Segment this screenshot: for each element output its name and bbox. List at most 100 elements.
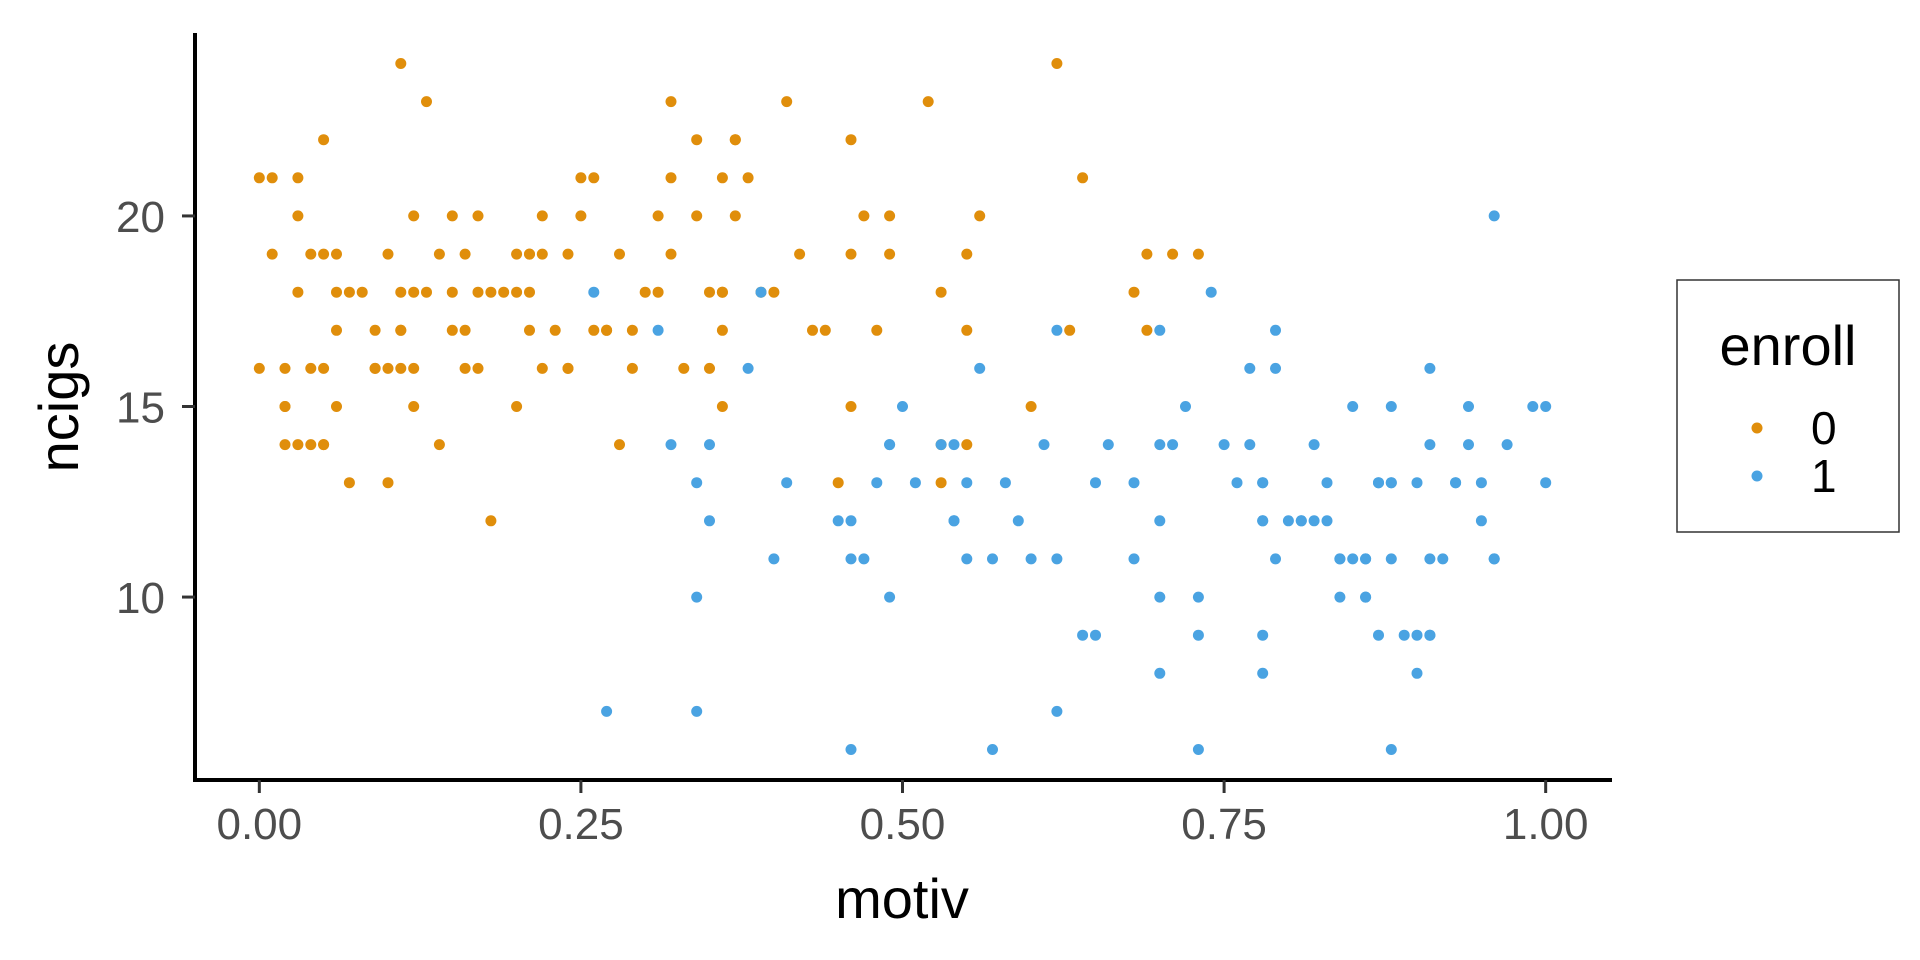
point-enroll-1-68 xyxy=(1270,324,1281,336)
point-enroll-0-88 xyxy=(678,362,690,374)
point-enroll-0-14 xyxy=(305,248,317,260)
point-enroll-1-31 xyxy=(987,553,998,565)
point-enroll-0-21 xyxy=(331,324,342,336)
point-enroll-1-116 xyxy=(1540,477,1552,489)
point-enroll-1-38 xyxy=(1051,324,1063,336)
point-enroll-1-113 xyxy=(1501,439,1513,451)
point-enroll-0-125 xyxy=(1051,58,1063,69)
x-tick-label-0: 0.00 xyxy=(216,800,302,849)
point-enroll-0-123 xyxy=(974,210,986,222)
point-enroll-1-52 xyxy=(1180,401,1191,412)
point-enroll-0-32 xyxy=(382,362,394,374)
point-enroll-0-61 xyxy=(524,286,535,298)
point-enroll-1-32 xyxy=(987,744,998,755)
point-enroll-1-65 xyxy=(1257,667,1269,679)
point-enroll-0-30 xyxy=(382,248,394,260)
point-enroll-0-11 xyxy=(292,172,304,184)
point-enroll-0-74 xyxy=(588,324,600,336)
point-enroll-1-45 xyxy=(1128,553,1140,565)
point-enroll-1-89 xyxy=(1385,401,1397,412)
point-enroll-0-80 xyxy=(626,362,638,374)
point-enroll-1-107 xyxy=(1463,401,1474,412)
point-enroll-1-48 xyxy=(1154,515,1166,527)
point-enroll-1-24 xyxy=(935,439,947,451)
point-enroll-1-70 xyxy=(1282,515,1294,527)
x-tick-label-3: 0.75 xyxy=(1181,800,1267,849)
point-enroll-1-91 xyxy=(1385,477,1397,489)
point-enroll-1-40 xyxy=(1077,629,1089,641)
point-enroll-1-115 xyxy=(1540,401,1552,412)
point-enroll-1-13 xyxy=(832,515,844,527)
point-enroll-0-126 xyxy=(1064,324,1076,336)
point-enroll-0-128 xyxy=(1128,286,1140,298)
point-enroll-0-83 xyxy=(652,286,664,298)
point-enroll-1-50 xyxy=(1154,591,1166,603)
points-layer xyxy=(253,58,1552,755)
point-enroll-1-28 xyxy=(961,553,973,565)
point-enroll-0-47 xyxy=(446,210,458,222)
point-enroll-0-55 xyxy=(485,286,497,298)
point-enroll-1-102 xyxy=(1424,629,1436,641)
point-enroll-1-30 xyxy=(974,362,986,374)
point-enroll-0-130 xyxy=(1141,248,1153,260)
legend-swatch-1 xyxy=(1751,470,1763,482)
point-enroll-1-66 xyxy=(1257,629,1269,641)
point-enroll-1-18 xyxy=(871,477,883,489)
point-enroll-1-41 xyxy=(1090,477,1101,489)
point-enroll-1-17 xyxy=(858,553,870,565)
point-enroll-0-66 xyxy=(536,362,548,374)
point-enroll-1-7 xyxy=(704,515,715,527)
point-enroll-1-103 xyxy=(1437,553,1449,565)
point-enroll-0-112 xyxy=(858,210,870,222)
point-enroll-1-20 xyxy=(884,439,896,451)
point-enroll-1-21 xyxy=(884,591,896,603)
point-enroll-1-54 xyxy=(1192,591,1204,603)
point-enroll-1-12 xyxy=(781,477,793,489)
point-enroll-0-65 xyxy=(536,210,548,222)
point-enroll-0-22 xyxy=(331,286,342,298)
point-enroll-1-58 xyxy=(1231,477,1243,489)
point-enroll-1-37 xyxy=(1051,705,1063,717)
point-enroll-1-94 xyxy=(1398,629,1410,641)
point-enroll-0-87 xyxy=(665,248,677,260)
point-enroll-0-81 xyxy=(626,324,638,336)
point-enroll-0-110 xyxy=(845,401,857,412)
point-enroll-0-78 xyxy=(614,248,625,260)
point-enroll-0-131 xyxy=(1167,248,1179,260)
y-axis-title: ncigs xyxy=(27,342,90,473)
point-enroll-0-57 xyxy=(498,286,510,298)
x-axis-title: motiv xyxy=(835,867,969,930)
point-enroll-0-42 xyxy=(421,286,432,298)
point-enroll-1-93 xyxy=(1385,744,1397,755)
point-enroll-0-53 xyxy=(472,210,484,222)
point-enroll-0-124 xyxy=(1025,401,1037,412)
point-enroll-0-20 xyxy=(331,401,342,412)
point-enroll-0-24 xyxy=(343,286,355,298)
point-enroll-0-84 xyxy=(652,210,664,222)
point-enroll-0-54 xyxy=(472,362,484,374)
point-enroll-0-100 xyxy=(729,210,741,222)
point-enroll-0-38 xyxy=(408,286,420,298)
point-enroll-0-39 xyxy=(408,362,420,374)
point-enroll-1-1 xyxy=(601,705,613,717)
point-enroll-1-92 xyxy=(1385,553,1397,565)
y-axis-ticks: 10 15 20 xyxy=(116,193,195,623)
point-enroll-1-0 xyxy=(588,286,600,298)
point-enroll-0-97 xyxy=(716,172,728,184)
point-enroll-0-60 xyxy=(511,401,523,412)
point-enroll-0-23 xyxy=(331,248,342,260)
point-enroll-1-27 xyxy=(948,439,960,451)
point-enroll-0-115 xyxy=(884,248,896,260)
point-enroll-0-68 xyxy=(549,324,561,336)
point-enroll-0-6 xyxy=(279,401,291,412)
point-enroll-1-6 xyxy=(691,705,703,717)
point-enroll-1-63 xyxy=(1257,515,1269,527)
point-enroll-0-56 xyxy=(485,515,497,527)
point-enroll-0-18 xyxy=(318,362,330,374)
point-enroll-1-35 xyxy=(1025,553,1037,565)
point-enroll-0-15 xyxy=(318,248,330,260)
legend: enroll 0 1 xyxy=(1676,279,1900,533)
point-enroll-1-80 xyxy=(1347,401,1359,412)
point-enroll-1-33 xyxy=(999,477,1011,489)
